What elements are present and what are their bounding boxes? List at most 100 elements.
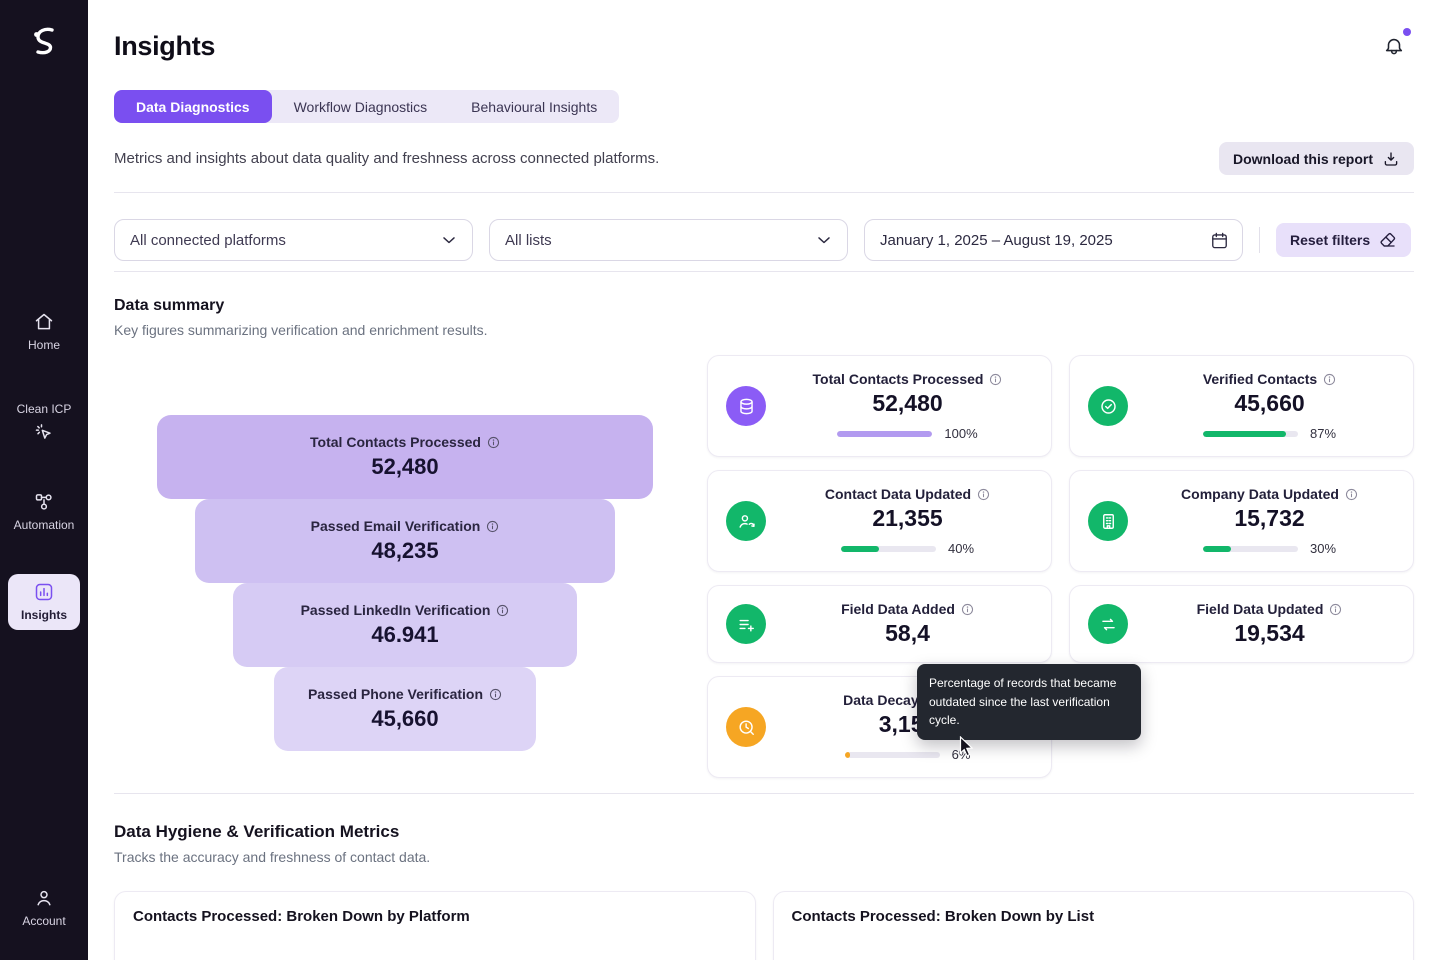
metric-card-verified-contacts[interactable]: Verified Contacts 45,660 87% — [1069, 355, 1414, 457]
info-tooltip: Percentage of records that became outdat… — [917, 664, 1141, 740]
sidebar-item-account[interactable]: Account — [8, 880, 80, 936]
funnel-bar[interactable]: Passed Email Verification 48,235 — [195, 499, 615, 583]
sidebar: Home Clean ICP Automation Insights — [0, 0, 88, 960]
divider — [114, 793, 1414, 794]
topbar: Insights — [114, 0, 1414, 66]
decay-clock-icon — [726, 707, 766, 747]
chart-card-by-list[interactable]: Contacts Processed: Broken Down by List — [772, 891, 1414, 960]
hygiene-header: Data Hygiene & Verification Metrics Trac… — [114, 822, 1414, 865]
notification-dot — [1403, 28, 1411, 36]
date-range-value: January 1, 2025 – August 19, 2025 — [880, 231, 1113, 249]
section-subtitle: Tracks the accuracy and freshness of con… — [114, 849, 431, 865]
platform-filter-value: All connected platforms — [130, 231, 286, 249]
platform-filter-dropdown[interactable]: All connected platforms — [114, 219, 473, 261]
info-icon[interactable] — [1329, 603, 1342, 616]
list-filter-dropdown[interactable]: All lists — [489, 219, 848, 261]
sidebar-item-automation[interactable]: Automation — [8, 484, 80, 540]
tab-data-diagnostics[interactable]: Data Diagnostics — [114, 90, 272, 123]
building-icon — [1088, 501, 1128, 541]
user-refresh-icon — [726, 501, 766, 541]
info-icon[interactable] — [1345, 488, 1358, 501]
bell-icon — [1385, 38, 1403, 55]
metric-value: 52,480 — [872, 390, 943, 416]
sidebar-item-label: Automation — [13, 518, 75, 532]
list-plus-icon — [726, 604, 766, 644]
metric-value: 21,355 — [872, 505, 943, 531]
tab-behavioural-insights[interactable]: Behavioural Insights — [449, 90, 619, 123]
info-icon[interactable] — [989, 373, 1002, 386]
workflow-icon — [34, 492, 54, 512]
badge-check-icon — [1088, 386, 1128, 426]
info-icon[interactable] — [496, 604, 509, 617]
tab-workflow-diagnostics[interactable]: Workflow Diagnostics — [272, 90, 450, 123]
date-range-picker[interactable]: January 1, 2025 – August 19, 2025 — [864, 219, 1243, 261]
info-icon[interactable] — [1323, 373, 1336, 386]
list-filter-value: All lists — [505, 231, 552, 249]
sidebar-item-label: Home — [27, 338, 60, 352]
progress-bar — [837, 430, 933, 437]
reset-filters-label: Reset filters — [1290, 232, 1371, 248]
funnel-bar[interactable]: Passed LinkedIn Verification 46.941 — [233, 583, 577, 667]
download-report-button[interactable]: Download this report — [1219, 142, 1414, 175]
info-icon[interactable] — [977, 488, 990, 501]
metric-value: 58,4 — [885, 620, 930, 646]
funnel-bar-value: 46.941 — [371, 622, 439, 647]
info-icon[interactable] — [489, 688, 502, 701]
sidebar-item-insights[interactable]: Insights — [8, 574, 80, 630]
info-icon[interactable] — [486, 520, 499, 533]
intro-row: Metrics and insights about data quality … — [114, 142, 1414, 175]
metric-title: Field Data Updated — [1196, 601, 1324, 617]
reset-filters-button[interactable]: Reset filters — [1276, 223, 1412, 257]
metric-title: Contact Data Updated — [824, 486, 972, 502]
metric-card-contact-data-updated[interactable]: Contact Data Updated 21,355 40% — [707, 470, 1052, 572]
metric-card-company-data-updated[interactable]: Company Data Updated 15,732 30% — [1069, 470, 1414, 572]
sidebar-item-label: Clean ICP — [16, 402, 72, 416]
page-title: Insights — [114, 30, 216, 61]
app-logo-icon[interactable] — [26, 24, 62, 60]
verification-funnel-chart: Total Contacts Processed 52,480 Passed E… — [114, 338, 696, 751]
metric-card-total-contacts[interactable]: Total Contacts Processed 52,480 100% — [707, 355, 1052, 457]
metric-percent: 30% — [1309, 541, 1337, 556]
insights-chart-icon — [34, 582, 54, 602]
funnel-bar[interactable]: Passed Phone Verification 45,660 — [274, 667, 536, 751]
metric-title: Company Data Updated — [1181, 486, 1339, 502]
user-icon — [34, 888, 54, 908]
funnel-bar-value: 48,235 — [371, 538, 439, 563]
chart-card-title: Contacts Processed: Broken Down by Platf… — [133, 908, 470, 925]
data-summary-header: Data summary Key figures summarizing ver… — [114, 297, 1414, 338]
eraser-icon — [1380, 233, 1396, 247]
metric-value: 15,732 — [1234, 505, 1305, 531]
metric-title: Field Data Added — [841, 601, 955, 617]
metric-percent: 87% — [1309, 426, 1337, 441]
sidebar-item-clean-icp[interactable]: Clean ICP — [8, 394, 80, 450]
intro-description: Metrics and insights about data quality … — [114, 150, 660, 167]
section-subtitle: Key figures summarizing verification and… — [114, 322, 488, 338]
progress-bar — [840, 545, 936, 552]
info-icon[interactable] — [487, 436, 500, 449]
sidebar-nav: Home Clean ICP Automation Insights — [0, 304, 88, 630]
metric-card-field-data-added[interactable]: Field Data Added 58,4 — [707, 585, 1052, 663]
tab-bar: Data Diagnostics Workflow Diagnostics Be… — [114, 90, 620, 123]
chevron-down-icon — [818, 237, 830, 244]
divider — [1259, 227, 1260, 253]
funnel-bar[interactable]: Total Contacts Processed 52,480 — [157, 415, 653, 499]
notifications-button[interactable] — [1374, 26, 1414, 66]
download-icon — [1384, 151, 1398, 166]
divider — [114, 192, 1414, 193]
divider — [114, 271, 1414, 272]
hygiene-cards: Contacts Processed: Broken Down by Platf… — [114, 891, 1414, 960]
chart-card-by-platform[interactable]: Contacts Processed: Broken Down by Platf… — [114, 891, 756, 960]
sidebar-item-home[interactable]: Home — [8, 304, 80, 360]
sidebar-item-label: Insights — [20, 608, 67, 622]
home-icon — [34, 312, 54, 332]
section-title: Data Hygiene & Verification Metrics — [114, 822, 400, 841]
list-sync-icon — [1088, 604, 1128, 644]
metric-title: Verified Contacts — [1202, 371, 1318, 387]
metric-title: Total Contacts Processed — [812, 371, 984, 387]
section-title: Data summary — [114, 297, 225, 314]
funnel-bar-label: Passed Email Verification — [310, 518, 481, 534]
info-icon[interactable] — [961, 603, 974, 616]
metric-card-field-data-updated[interactable]: Field Data Updated 19,534 — [1069, 585, 1414, 663]
database-icon — [726, 386, 766, 426]
